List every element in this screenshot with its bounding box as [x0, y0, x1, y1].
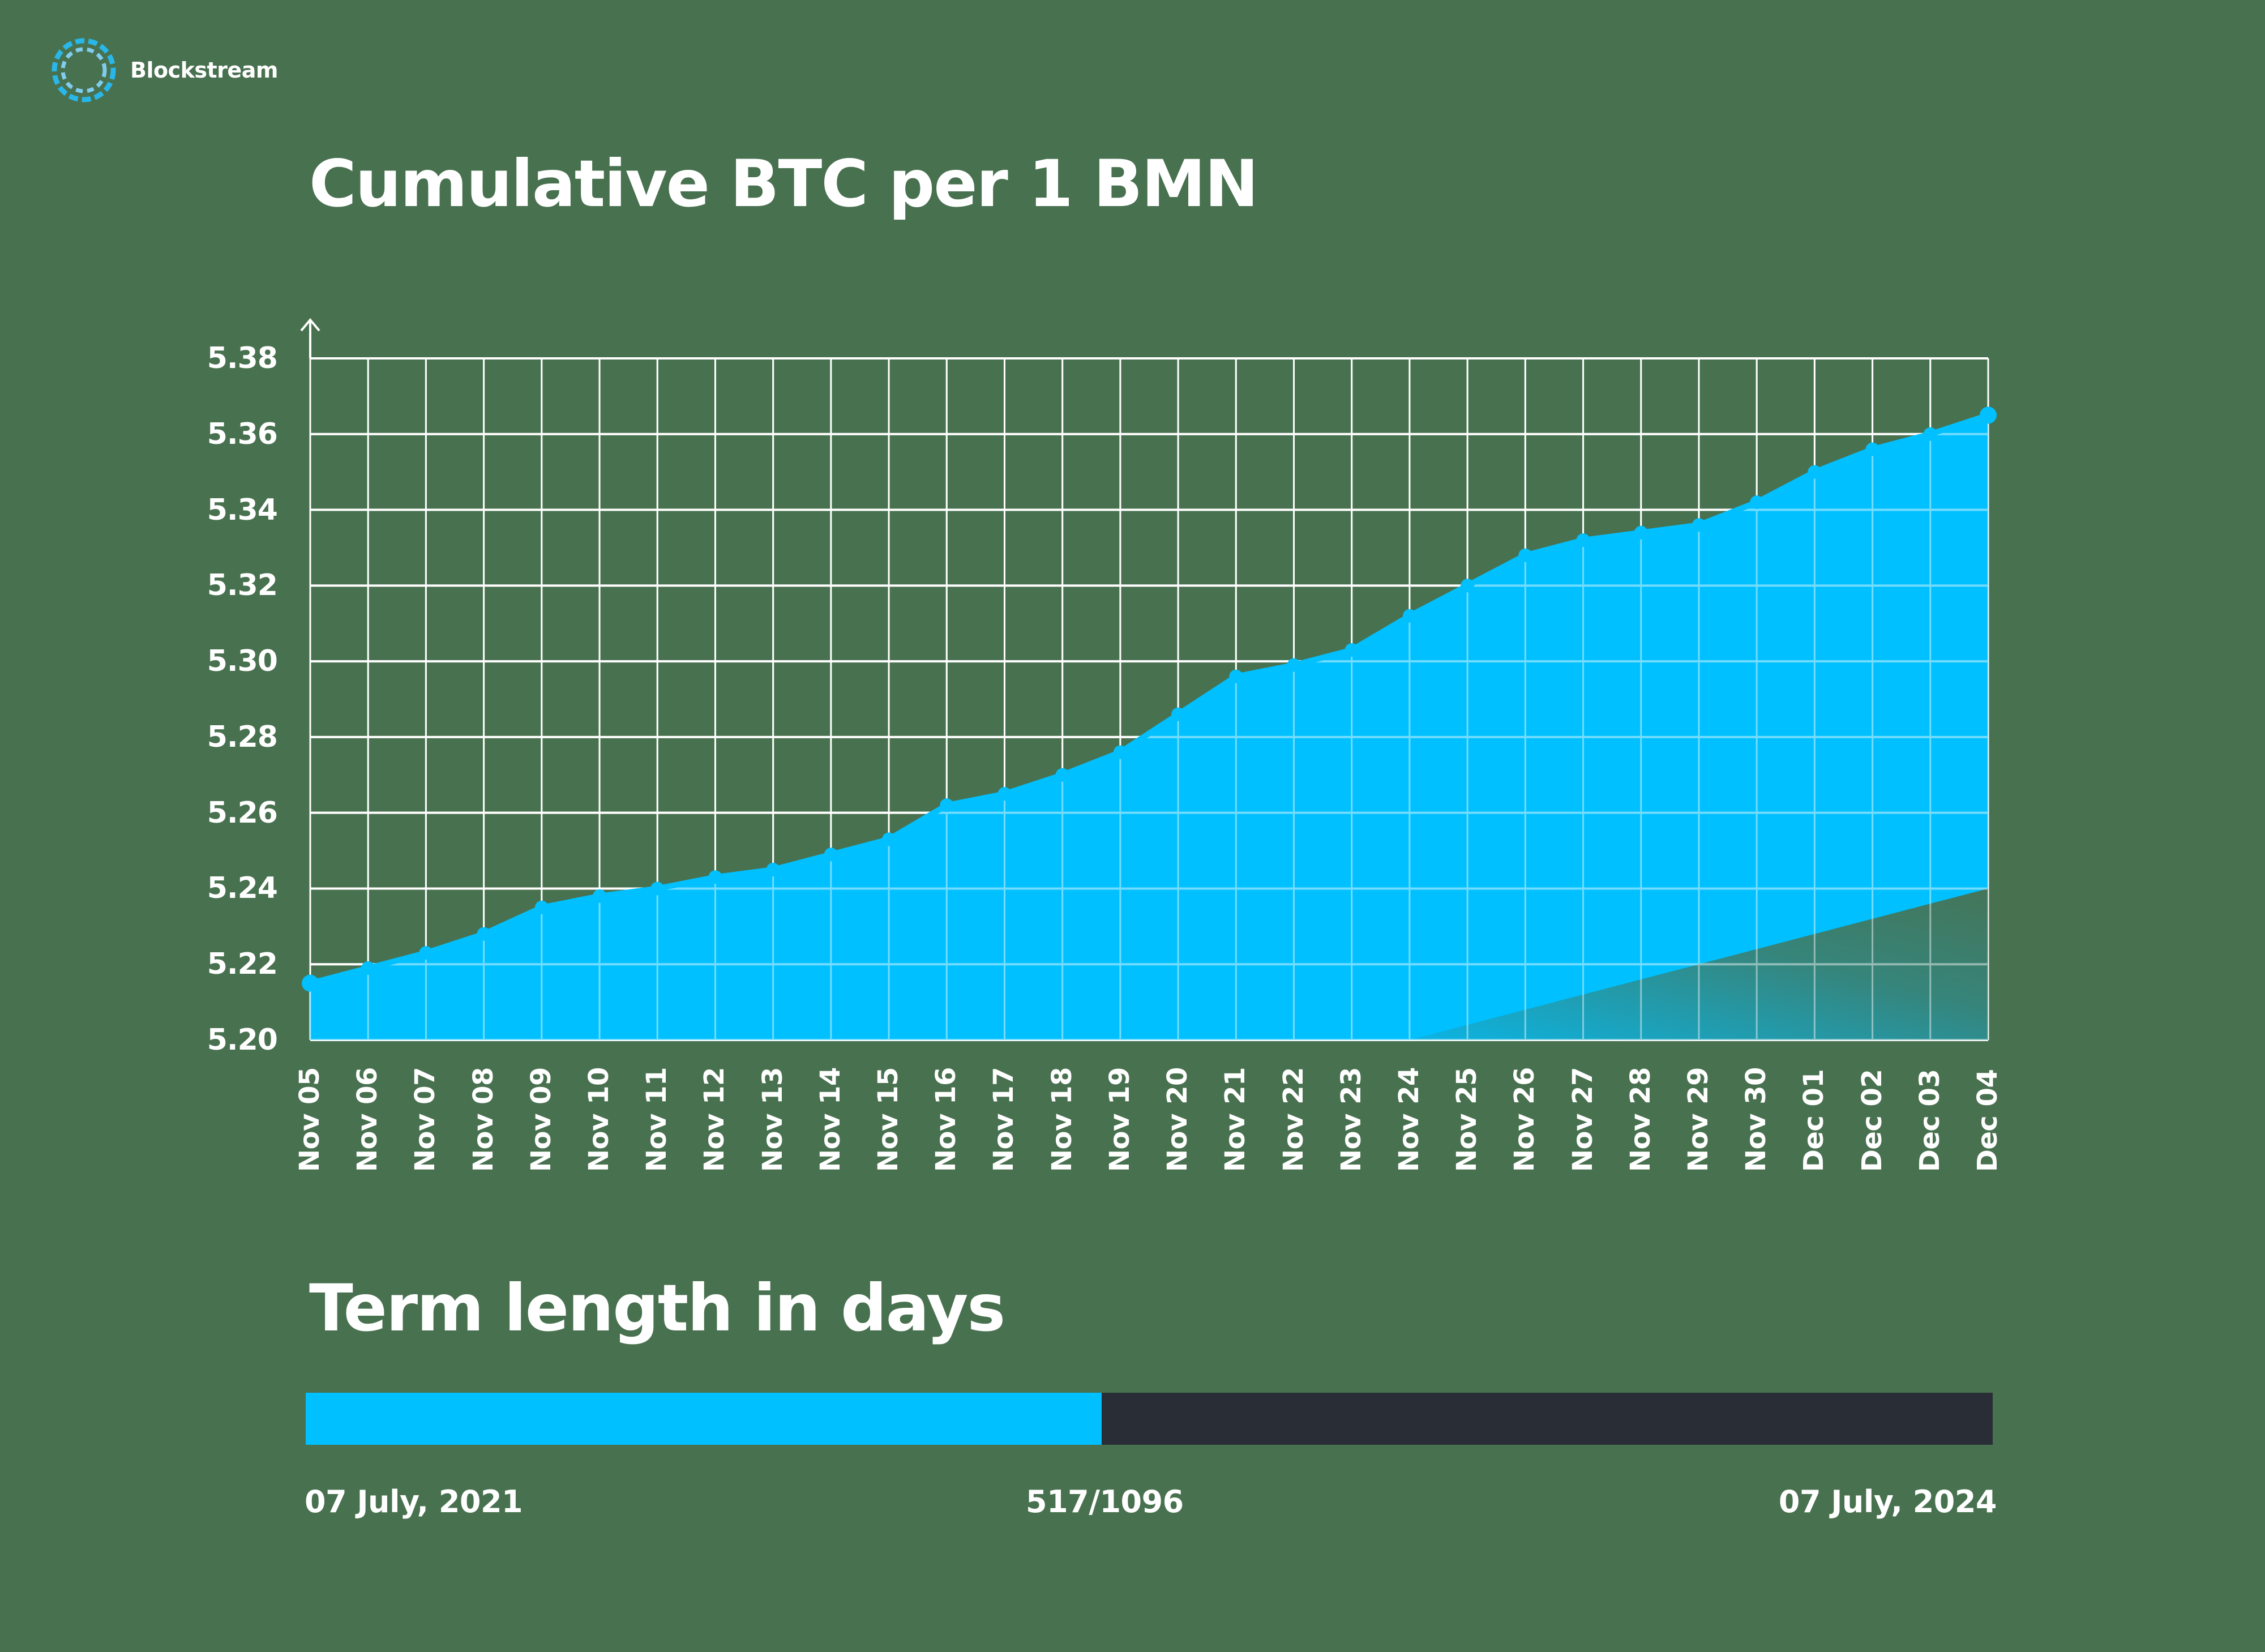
x-tick-label: Nov 09	[525, 1067, 557, 1172]
x-tick-label: Nov 26	[1509, 1067, 1541, 1172]
data-point	[593, 889, 607, 903]
y-tick-label: 5.34	[207, 493, 278, 527]
data-point	[1171, 707, 1185, 721]
data-point	[1750, 495, 1764, 510]
x-tick-label: Dec 04	[1972, 1069, 2003, 1172]
x-tick-label: Nov 30	[1740, 1067, 1772, 1172]
data-point	[1808, 465, 1822, 479]
x-tick-label: Dec 02	[1856, 1069, 1888, 1172]
data-point	[1692, 518, 1706, 532]
x-tick-label: Nov 12	[699, 1067, 731, 1172]
area-fill	[310, 415, 1988, 1041]
data-point	[1402, 609, 1416, 623]
series-line	[309, 412, 1989, 986]
brand-name: Blockstream	[130, 58, 278, 83]
x-tick-label: Nov 15	[872, 1067, 905, 1172]
term-start-date: 07 July, 2021	[305, 1484, 523, 1520]
x-tick-label: Nov 14	[814, 1067, 846, 1172]
x-tick-label: Nov 28	[1624, 1067, 1656, 1172]
data-point	[997, 787, 1012, 801]
data-point	[1923, 427, 1937, 441]
term-title: Term length in days	[309, 1270, 1005, 1346]
x-tick-label: Nov 13	[756, 1067, 789, 1172]
term-progress-bar	[306, 1393, 1993, 1445]
x-tick-label: Nov 18	[1046, 1067, 1078, 1172]
x-tick-label: Nov 07	[409, 1067, 442, 1172]
x-tick-label: Nov 25	[1451, 1067, 1483, 1172]
x-tick-label: Nov 05	[294, 1067, 326, 1172]
data-point	[1461, 579, 1475, 593]
data-point	[1576, 533, 1590, 547]
data-point	[1055, 768, 1069, 782]
data-point	[477, 927, 491, 941]
data-point	[1518, 548, 1532, 562]
x-tick-label: Nov 08	[467, 1067, 499, 1172]
data-point	[302, 974, 319, 992]
y-tick-label: 5.22	[207, 947, 278, 982]
x-tick-label: Nov 22	[1277, 1067, 1309, 1172]
x-tick-label: Nov 24	[1393, 1067, 1425, 1172]
x-tick-label: Nov 21	[1219, 1067, 1252, 1172]
data-point	[1229, 669, 1243, 683]
x-tick-label: Nov 23	[1335, 1067, 1367, 1172]
y-tick-label: 5.24	[207, 871, 278, 906]
x-tick-label: Nov 06	[352, 1067, 384, 1172]
data-point	[419, 946, 433, 960]
x-tick-label: Nov 10	[583, 1067, 615, 1172]
y-tick-label: 5.32	[207, 568, 278, 603]
term-end-date: 07 July, 2024	[1778, 1484, 1997, 1520]
data-point	[1865, 442, 1879, 456]
data-point	[1345, 643, 1359, 657]
x-tick-label: Nov 19	[1103, 1067, 1136, 1172]
y-tick-label: 5.20	[207, 1023, 278, 1057]
x-tick-label: Nov 17	[988, 1067, 1020, 1172]
term-progress-count: 517/1096	[1026, 1484, 1184, 1520]
data-point	[1113, 745, 1127, 759]
data-point	[1980, 406, 1997, 424]
data-point	[534, 900, 549, 914]
y-tick-label: 5.36	[207, 417, 278, 451]
brand-logo: Blockstream	[50, 35, 278, 105]
data-point	[1634, 525, 1648, 540]
chart-title: Cumulative BTC per 1 BMN	[309, 146, 1258, 221]
data-point	[708, 870, 722, 884]
data-point	[1287, 658, 1301, 672]
x-tick-label: Nov 29	[1682, 1067, 1714, 1172]
y-axis-arrow-icon	[300, 318, 320, 358]
x-tick-label: Nov 27	[1566, 1067, 1599, 1172]
data-point	[361, 961, 375, 975]
x-tick-label: Nov 20	[1162, 1067, 1194, 1172]
data-point	[824, 848, 838, 862]
data-point	[882, 832, 896, 846]
x-tick-label: Nov 11	[641, 1067, 673, 1172]
y-tick-label: 5.30	[207, 644, 278, 679]
data-points	[302, 406, 1997, 992]
x-tick-label: Dec 01	[1798, 1069, 1830, 1172]
y-tick-label: 5.38	[207, 341, 278, 375]
grid-lines-overlay	[309, 357, 1989, 1041]
data-point	[650, 881, 665, 896]
data-point	[940, 798, 954, 812]
y-tick-label: 5.26	[207, 795, 278, 830]
x-tick-label: Dec 03	[1913, 1069, 1946, 1172]
blockstream-ring-logo-icon	[52, 38, 116, 102]
data-point	[766, 863, 780, 876]
y-tick-label: 5.28	[207, 720, 278, 754]
fade-wedge	[1409, 888, 1988, 1040]
x-tick-label: Nov 16	[930, 1067, 962, 1172]
term-progress-fill	[306, 1393, 1102, 1445]
